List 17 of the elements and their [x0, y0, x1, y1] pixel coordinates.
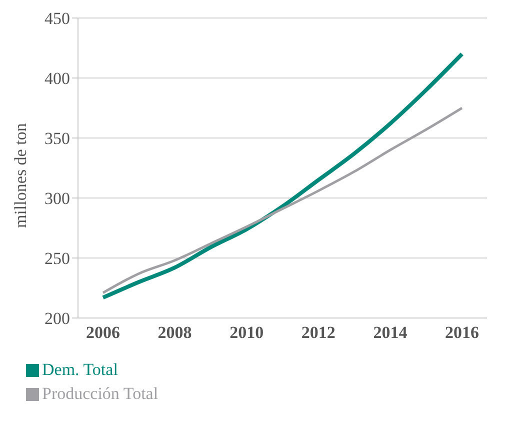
- x-tick-label: 2012: [301, 323, 336, 342]
- x-tick-label: 2008: [158, 323, 192, 342]
- y-tick-label: 300: [44, 189, 70, 208]
- x-tick-label: 2016: [445, 323, 479, 342]
- x-tick-label: 2006: [86, 323, 120, 342]
- y-tick-label: 450: [44, 9, 70, 28]
- x-tick-label: 2014: [373, 323, 408, 342]
- legend-label: Dem. Total: [42, 359, 118, 381]
- line-series: [101, 52, 464, 300]
- y-tick-label: 400: [44, 69, 70, 88]
- line-series: [102, 106, 464, 294]
- legend-label: Producción Total: [42, 383, 158, 405]
- y-tick-label: 250: [44, 249, 70, 268]
- y-tick-label: 350: [44, 129, 70, 148]
- x-tick-label: 2010: [230, 323, 264, 342]
- y-tick-label: 200: [44, 309, 70, 328]
- y-axis-title: millones de ton: [11, 122, 30, 228]
